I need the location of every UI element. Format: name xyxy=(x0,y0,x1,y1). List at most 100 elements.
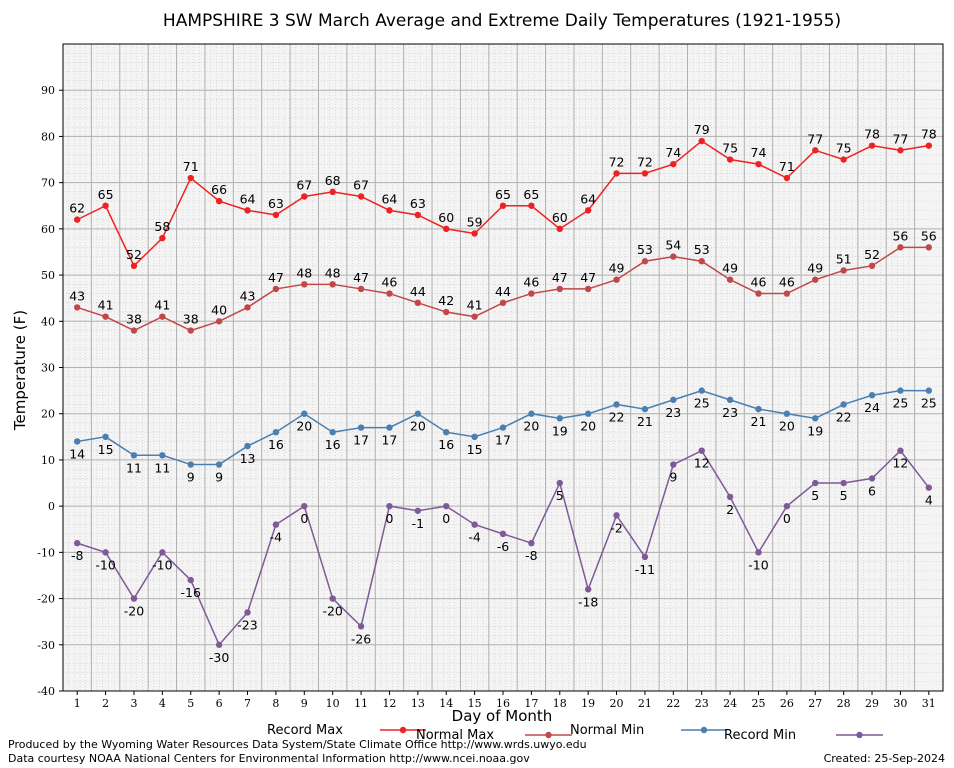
data-point-record-max xyxy=(556,225,563,233)
data-label-record-max: 60 xyxy=(552,210,568,225)
data-label-record-min: -11 xyxy=(635,562,655,577)
data-label-normal-min: 13 xyxy=(240,451,256,466)
data-point-normal-min xyxy=(187,461,194,468)
data-label-record-max: 67 xyxy=(353,178,369,193)
data-point-normal-min xyxy=(73,438,81,445)
data-label-record-max: 52 xyxy=(126,247,142,262)
data-label-record-max: 66 xyxy=(211,182,227,197)
x-tick-label: 16 xyxy=(496,697,510,710)
data-label-record-min: 5 xyxy=(556,488,564,503)
data-label-record-max: 65 xyxy=(98,187,114,202)
data-point-normal-max xyxy=(443,308,450,316)
footer-produced-by: Produced by the Wyoming Water Resources … xyxy=(8,738,587,751)
data-point-normal-max xyxy=(726,276,734,283)
x-tick-label: 10 xyxy=(326,697,340,710)
data-point-normal-max xyxy=(897,244,904,251)
data-point-normal-max xyxy=(528,290,535,297)
data-label-normal-max: 46 xyxy=(381,275,397,290)
data-label-record-min: -26 xyxy=(351,631,371,646)
x-tick-label: 28 xyxy=(837,697,851,710)
data-point-record-min xyxy=(414,507,422,514)
data-point-record-max xyxy=(414,211,422,219)
data-point-normal-min xyxy=(584,410,592,417)
x-tick-label: 30 xyxy=(893,697,907,710)
data-point-record-min xyxy=(215,641,223,648)
data-label-normal-min: 20 xyxy=(523,419,539,434)
data-label-normal-max: 53 xyxy=(637,242,653,257)
data-point-record-min xyxy=(698,447,705,454)
data-label-normal-min: 11 xyxy=(154,460,170,475)
data-label-normal-min: 23 xyxy=(665,405,681,420)
data-point-normal-min xyxy=(783,410,791,417)
data-point-normal-max xyxy=(698,258,705,265)
data-label-record-min: -4 xyxy=(270,530,283,545)
legend-marker-record-min xyxy=(856,731,863,739)
data-label-normal-min: 17 xyxy=(381,433,397,448)
chart-title: HAMPSHIRE 3 SW March Average and Extreme… xyxy=(163,11,841,31)
data-point-normal-min xyxy=(215,461,223,468)
data-label-record-max: 74 xyxy=(751,145,767,160)
data-point-record-min xyxy=(187,576,194,584)
data-point-record-min xyxy=(272,521,280,528)
data-label-normal-min: 24 xyxy=(864,400,880,415)
data-label-normal-max: 41 xyxy=(98,298,114,313)
y-tick-label: 40 xyxy=(41,315,55,328)
data-point-normal-max xyxy=(471,313,478,320)
data-label-normal-max: 43 xyxy=(69,288,85,303)
data-label-record-min: 0 xyxy=(783,511,791,526)
x-tick-label: 19 xyxy=(581,697,595,710)
data-point-normal-max xyxy=(130,327,138,334)
data-label-normal-min: 9 xyxy=(215,470,223,485)
data-point-record-min xyxy=(840,479,847,487)
data-point-normal-min xyxy=(159,452,166,459)
data-point-record-max xyxy=(584,207,592,214)
data-point-record-max xyxy=(443,225,450,233)
data-point-normal-max xyxy=(73,304,81,311)
data-label-normal-min: 22 xyxy=(609,409,625,424)
data-point-normal-max xyxy=(215,318,223,325)
data-point-record-max xyxy=(130,262,138,270)
data-point-record-min xyxy=(670,461,677,468)
data-label-normal-max: 56 xyxy=(892,228,908,243)
x-tick-label: 7 xyxy=(244,697,251,710)
data-point-record-max xyxy=(499,202,507,209)
data-point-normal-min xyxy=(414,410,422,417)
x-tick-label: 8 xyxy=(272,697,279,710)
data-label-normal-max: 46 xyxy=(751,275,767,290)
data-label-record-min: 12 xyxy=(694,456,710,471)
data-label-normal-max: 44 xyxy=(410,284,426,299)
data-label-normal-min: 21 xyxy=(637,414,653,429)
data-label-normal-min: 9 xyxy=(187,470,195,485)
legend-label-record-max: Record Max xyxy=(267,723,343,738)
data-point-record-max xyxy=(840,156,847,163)
data-label-record-min: 0 xyxy=(300,511,308,526)
data-point-record-max xyxy=(641,170,649,177)
x-tick-label: 3 xyxy=(130,697,137,710)
data-label-normal-max: 56 xyxy=(921,228,937,243)
data-label-record-max: 72 xyxy=(637,154,653,169)
data-label-normal-max: 51 xyxy=(836,251,852,266)
y-tick-label: -40 xyxy=(37,685,55,698)
data-point-normal-max xyxy=(414,299,422,306)
data-point-normal-max xyxy=(925,244,933,251)
data-label-normal-min: 19 xyxy=(807,423,823,438)
data-point-normal-min xyxy=(443,429,450,436)
data-point-record-min xyxy=(812,479,819,487)
data-label-normal-min: 22 xyxy=(836,409,852,424)
x-tick-label: 13 xyxy=(411,697,425,710)
data-label-record-max: 63 xyxy=(410,196,426,211)
major-grid xyxy=(63,44,943,691)
data-label-normal-min: 16 xyxy=(325,437,341,452)
data-label-normal-max: 53 xyxy=(694,242,710,257)
x-axis-label: Day of Month xyxy=(452,707,553,725)
data-label-record-max: 78 xyxy=(921,127,937,142)
data-label-normal-max: 47 xyxy=(268,270,284,285)
data-point-record-max xyxy=(755,160,762,168)
data-point-record-min xyxy=(159,549,166,556)
data-point-record-min xyxy=(443,502,450,510)
data-point-record-min xyxy=(73,539,81,547)
data-point-normal-min xyxy=(102,433,109,441)
data-point-normal-max xyxy=(499,299,507,306)
data-point-normal-max xyxy=(584,285,592,293)
data-label-record-max: 58 xyxy=(154,219,170,234)
